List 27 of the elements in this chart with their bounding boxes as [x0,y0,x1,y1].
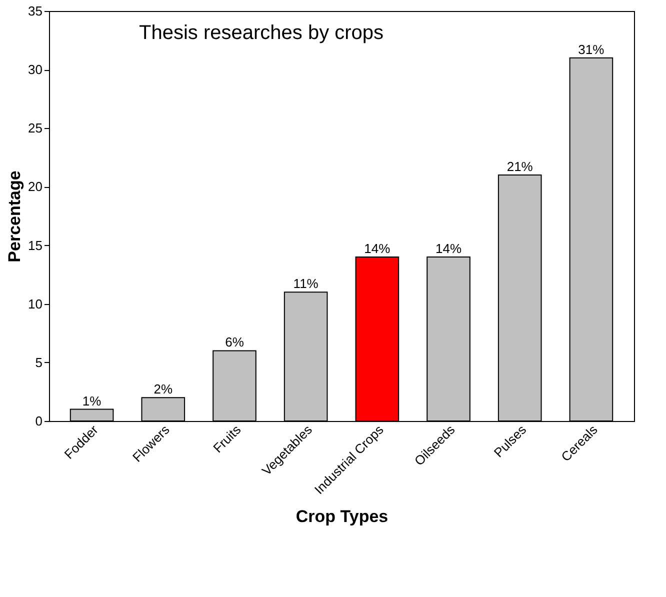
data-label: 2% [154,382,173,397]
data-label: 1% [82,393,102,408]
bar [284,292,328,422]
data-label: 11% [293,276,319,292]
bar [569,57,614,422]
data-label: 31% [578,42,605,57]
text: Thesis researches by crops [139,22,384,44]
bar [70,408,114,422]
data-label: 14% [364,241,391,256]
y-tick-label: 25 [28,120,42,136]
y-tick-label: 30 [28,62,42,78]
bar [212,350,256,422]
y-tick-label: 0 [35,414,42,428]
data-label: 21% [506,159,534,174]
y-tick-label: 35 [28,4,42,18]
y-tick-label: 5 [35,354,42,370]
data-label: 6% [225,334,244,350]
y-tick-label: 20 [28,179,42,194]
bar [141,397,186,422]
y-tick-label: 10 [28,296,42,312]
y-axis-title: Percentage [5,170,24,262]
data-label: 14% [435,241,462,256]
bar [426,256,470,422]
bar [498,174,542,422]
x-axis-title: Crop Types [296,507,388,526]
bar [355,256,400,422]
y-tick-label: 15 [28,238,42,253]
